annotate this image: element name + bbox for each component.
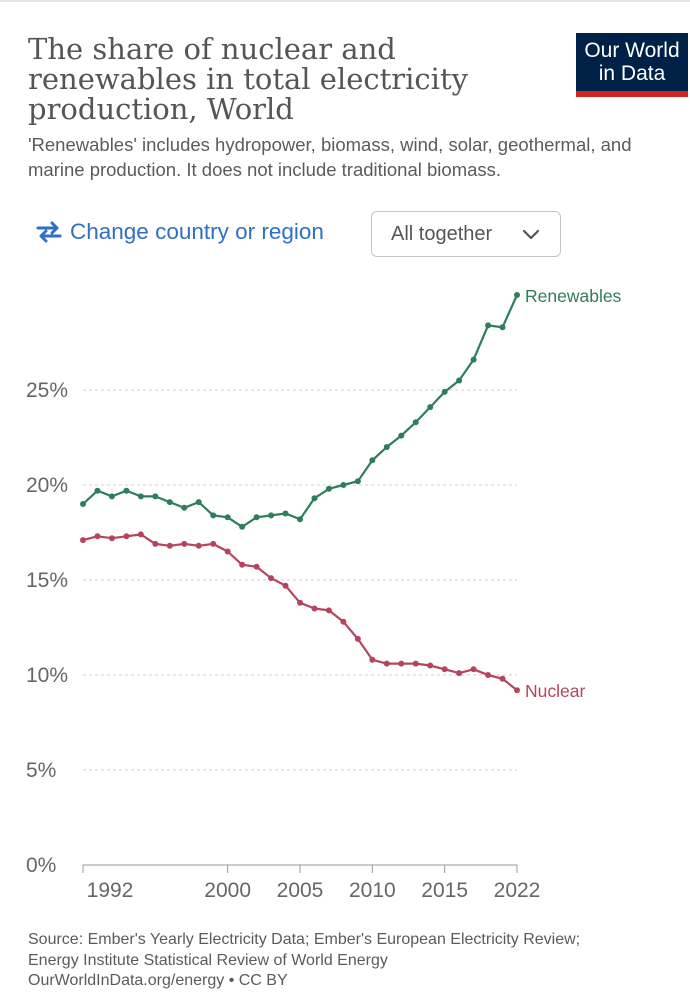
data-point-renewables xyxy=(94,487,101,494)
data-point-renewables xyxy=(297,516,303,523)
data-point-renewables xyxy=(412,419,419,426)
data-point-nuclear xyxy=(152,540,159,547)
data-point-nuclear xyxy=(166,542,173,549)
x-tick-label: 2015 xyxy=(421,879,468,902)
data-point-nuclear xyxy=(253,563,260,570)
data-point-renewables xyxy=(195,499,202,506)
source-line-2: Energy Institute Statistical Review of W… xyxy=(28,951,388,969)
data-point-nuclear xyxy=(268,575,275,582)
x-tick-label: 1992 xyxy=(87,879,134,902)
data-point-renewables xyxy=(268,512,275,519)
change-region-button[interactable]: Change country or region xyxy=(36,214,324,250)
data-point-renewables xyxy=(108,493,115,500)
data-point-nuclear xyxy=(108,535,115,542)
swap-arrows-icon xyxy=(36,221,62,243)
data-point-renewables xyxy=(514,292,520,298)
y-tick-label: 15% xyxy=(26,569,68,592)
data-point-nuclear xyxy=(470,666,477,673)
top-divider xyxy=(0,0,690,2)
view-mode-dropdown[interactable]: All together xyxy=(371,211,561,257)
data-point-renewables xyxy=(80,501,86,507)
data-point-renewables xyxy=(383,444,390,450)
chart-subtitle: 'Renewables' includes hydropower, biomas… xyxy=(28,134,632,180)
data-point-nuclear xyxy=(297,599,303,606)
source-note: Source: Ember's Yearly Electricity Data;… xyxy=(28,930,668,992)
source-line-1: Source: Ember's Yearly Electricity Data;… xyxy=(28,931,581,948)
data-point-nuclear xyxy=(137,531,144,538)
data-point-renewables xyxy=(166,499,173,506)
data-point-renewables xyxy=(210,512,217,519)
data-point-nuclear xyxy=(282,582,289,589)
data-point-renewables xyxy=(369,457,376,464)
y-tick-label: 10% xyxy=(26,664,68,687)
data-point-nuclear xyxy=(383,660,390,667)
y-tick-label: 5% xyxy=(26,759,56,782)
data-point-nuclear xyxy=(456,670,463,677)
data-point-nuclear xyxy=(398,660,405,667)
change-region-label: Change country or region xyxy=(70,219,324,244)
data-point-nuclear xyxy=(340,618,347,625)
x-tick-label: 2022 xyxy=(494,879,541,902)
data-point-renewables xyxy=(325,485,332,492)
data-point-renewables xyxy=(123,487,130,494)
x-tick-label: 2000 xyxy=(204,879,251,902)
dropdown-value: All together xyxy=(391,222,493,245)
data-point-nuclear xyxy=(80,537,86,544)
series-line-renewables xyxy=(82,294,519,528)
data-point-nuclear xyxy=(210,540,217,547)
source-line-3[interactable]: OurWorldInData.org/energy • CC BY xyxy=(28,972,288,989)
data-point-renewables xyxy=(499,324,506,331)
data-point-nuclear xyxy=(224,548,231,555)
y-tick-label: 25% xyxy=(26,379,68,402)
data-point-renewables xyxy=(224,514,231,521)
logo-line-2: in Data xyxy=(598,62,666,85)
data-point-renewables xyxy=(340,482,347,488)
x-tick-label: 2005 xyxy=(277,879,324,902)
y-tick-label: 0% xyxy=(26,854,56,877)
data-point-renewables xyxy=(282,510,289,517)
data-point-nuclear xyxy=(441,666,448,673)
series-label-nuclear: Nuclear xyxy=(525,681,585,701)
data-point-nuclear xyxy=(369,656,376,663)
data-point-renewables xyxy=(181,504,188,511)
data-point-nuclear xyxy=(195,542,202,549)
y-tick-label: 20% xyxy=(26,474,68,497)
data-point-renewables xyxy=(152,493,159,500)
data-point-nuclear xyxy=(94,533,101,540)
data-point-renewables xyxy=(239,523,246,530)
data-point-nuclear xyxy=(412,660,419,667)
data-point-renewables xyxy=(485,322,492,329)
data-point-nuclear xyxy=(181,540,188,547)
data-point-nuclear xyxy=(514,687,520,694)
data-point-renewables xyxy=(427,404,434,411)
data-point-renewables xyxy=(311,495,318,502)
logo-red-bar xyxy=(576,91,688,97)
data-point-renewables xyxy=(354,478,361,485)
data-point-renewables xyxy=(441,388,448,395)
data-point-nuclear xyxy=(485,672,492,678)
line-chart: 0% 5% 10% 15% 20% 25% 1992 2000 2005 2010 2015 2022… xyxy=(26,286,622,902)
chevron-down-icon xyxy=(522,229,540,240)
data-point-nuclear xyxy=(123,533,130,540)
series-line-nuclear xyxy=(82,533,518,692)
data-point-nuclear xyxy=(325,607,332,614)
owid-logo[interactable]: Our World in Data xyxy=(576,33,688,97)
logo-line-1: Our World xyxy=(584,39,680,62)
data-point-renewables xyxy=(398,432,405,439)
x-tick-label: 2010 xyxy=(349,879,396,902)
series-label-renewables: Renewables xyxy=(525,286,622,306)
data-point-nuclear xyxy=(311,605,318,612)
data-point-nuclear xyxy=(427,662,434,669)
data-point-renewables xyxy=(137,493,144,500)
data-point-renewables xyxy=(253,514,260,521)
data-point-renewables xyxy=(470,356,477,363)
data-point-nuclear xyxy=(239,561,246,568)
chart-title: The share of nuclear and renewables in t… xyxy=(28,32,468,126)
data-point-renewables xyxy=(456,377,463,384)
data-point-nuclear xyxy=(499,675,506,682)
data-point-nuclear xyxy=(354,635,361,642)
